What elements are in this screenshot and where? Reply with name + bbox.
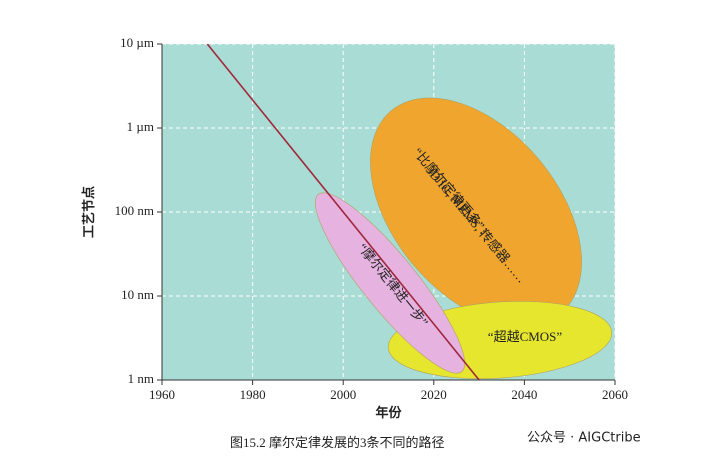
y-tick-label: 1 nm	[128, 371, 154, 386]
annotations	[314, 97, 613, 380]
x-tick-label: 2040	[511, 387, 537, 402]
x-tick-label: 1980	[240, 387, 266, 402]
watermark: 公众号 · AIGCtribe	[527, 431, 641, 446]
region	[314, 192, 466, 374]
y-tick-label: 10 µm	[120, 35, 154, 50]
caption: 图15.2 摩尔定律发展的3条不同的路径	[230, 435, 445, 450]
annotation-label: “超越CMOS”	[488, 329, 563, 344]
y-axis-label: 工艺节点	[81, 186, 96, 238]
x-tick-label: 2060	[602, 387, 628, 402]
y-tick-label: 1 µm	[127, 119, 154, 134]
y-tick-label: 10 nm	[121, 287, 154, 302]
x-axis-label: 年份	[375, 405, 402, 420]
line	[206, 44, 480, 380]
x-tick-label: 1960	[149, 387, 175, 402]
x-tick-label: 2020	[421, 387, 447, 402]
x-tick-label: 2000	[330, 387, 356, 402]
y-tick-label: 100 nm	[115, 203, 154, 218]
